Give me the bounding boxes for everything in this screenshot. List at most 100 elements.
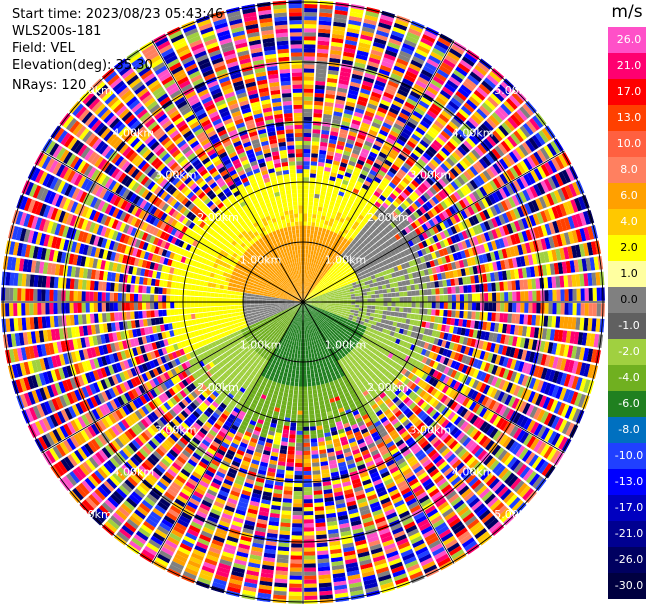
velocity-gate [348,160,356,167]
velocity-gate [303,92,314,97]
velocity-gate [371,45,385,53]
velocity-gate [327,146,336,153]
velocity-gate [340,200,347,207]
velocity-gate [308,282,311,287]
scan-info: Start time: 2023/08/23 05:43:46 WLS200s-… [12,6,223,94]
velocity-gate [306,282,309,287]
velocity-gate [303,116,312,122]
velocity-gate [352,188,360,195]
velocity-gate [326,154,334,161]
velocity-gate [385,114,396,123]
velocity-gate [352,170,360,177]
velocity-gate [343,47,356,54]
velocity-gate [307,257,310,263]
velocity-gate [393,96,405,105]
velocity-gate [348,15,363,23]
velocity-gate [341,158,349,164]
velocity-gate [314,96,324,102]
velocity-gate [344,206,351,213]
velocity-gate [380,125,391,134]
velocity-gate [418,41,432,51]
velocity-gate [332,223,338,229]
velocity-gate [363,18,377,26]
velocity-gate [304,285,306,291]
velocity-gate [334,5,349,12]
velocity-gate [358,96,369,103]
velocity-gate [341,213,347,220]
velocity-gate [323,236,328,242]
velocity-gate [407,66,420,76]
velocity-gate [321,211,327,217]
velocity-gate [331,235,336,241]
velocity-gate [309,279,312,284]
velocity-gate [306,286,308,291]
velocity-gate [311,246,315,251]
velocity-gate [368,99,379,107]
velocity-gate [305,261,308,266]
velocity-gate [315,80,326,86]
velocity-gate [403,39,417,48]
velocity-gate [319,266,323,271]
velocity-gate [312,238,317,243]
velocity-gate [328,221,333,227]
velocity-gate [382,57,395,65]
velocity-gate [331,168,338,174]
velocity-gate [319,8,333,14]
velocity-gate [342,196,349,203]
velocity-gate [331,33,345,40]
velocity-gate [322,254,327,259]
velocity-gate [392,26,406,35]
velocity-gate [303,173,310,178]
velocity-gate [338,166,347,172]
velocity-gate [317,231,322,236]
velocity-gate [370,125,380,133]
velocity-gate [313,230,318,235]
velocity-gate [345,202,352,209]
velocity-gate [405,70,418,80]
velocity-gate [343,150,351,157]
velocity-gate [303,153,311,158]
velocity-gate [317,161,325,167]
velocity-gate [303,237,307,242]
velocity-gate [310,279,313,284]
velocity-gate [332,160,340,166]
velocity-gate [378,68,391,77]
velocity-gate [355,180,363,187]
velocity-gate [341,59,354,66]
velocity-gate [356,99,367,107]
velocity-gate [303,193,309,198]
velocity-gate [315,185,321,191]
velocity-gate [303,52,316,57]
velocity-gate [315,259,319,265]
velocity-gate [323,105,334,111]
velocity-gate [319,261,323,267]
velocity-gate [341,120,351,127]
velocity-gate [303,213,308,218]
velocity-gate [308,283,312,288]
velocity-gate [329,230,334,236]
velocity-gate [332,164,339,170]
velocity-gate [381,61,393,69]
velocity-gate [359,38,372,46]
velocity-gate [326,85,337,92]
velocity-gate [308,278,311,283]
velocity-gate [350,123,360,130]
velocity-gate [316,268,320,274]
velocity-gate [317,165,324,171]
velocity-gate [354,184,362,191]
velocity-gate [359,126,369,133]
velocity-gate [312,254,316,260]
velocity-gate [307,221,312,226]
velocity-gate [321,186,327,192]
velocity-gate [339,71,351,78]
velocity-gate [314,193,320,199]
velocity-gate [369,95,381,103]
velocity-gate [314,92,325,98]
velocity-gate [364,110,375,118]
velocity-gate [383,53,396,62]
velocity-gate [365,136,375,144]
velocity-gate [332,29,345,36]
velocity-gate [386,84,398,92]
velocity-gate [323,170,331,176]
velocity-gate [352,115,362,122]
